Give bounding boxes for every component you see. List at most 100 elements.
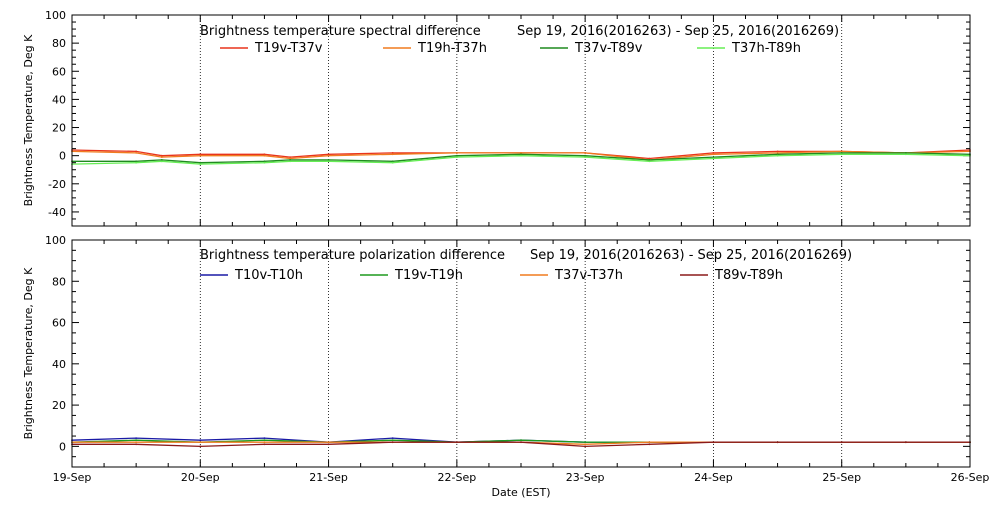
panel-2-data-point: [905, 441, 907, 444]
panel-2-data-point: [776, 441, 779, 444]
panel-2-x-tick-label: 23-Sep: [566, 471, 605, 484]
panel-1-data-point: [289, 159, 291, 161]
panel-1-data-point: [327, 159, 330, 161]
panel-1-data-point: [263, 154, 266, 157]
panel-1-y-tick-label: 40: [52, 93, 66, 106]
panel-1-data-point: [199, 154, 202, 157]
panel-1-y-tick-label: -40: [48, 206, 66, 219]
panel-1-data-point: [584, 154, 586, 157]
panel-1-data-point: [391, 152, 394, 154]
panel-1-data-point: [135, 152, 138, 154]
panel-1-y-tick-label: 80: [52, 37, 66, 50]
panel-2-x-axis-title: Date (EST): [491, 486, 550, 499]
panel-1-data-point: [712, 153, 715, 156]
panel-2-y-axis-title: Brightness Temperature, Deg K: [22, 267, 35, 439]
panel-1-y-tick-label: -20: [48, 178, 66, 191]
panel-1-data-point: [840, 153, 843, 156]
panel-1-data-point: [776, 153, 779, 156]
panel-2-data-point: [263, 441, 266, 444]
panel-1-data-point: [776, 154, 779, 157]
panel-1-title: Brightness temperature spectral differen…: [200, 24, 481, 39]
panel-1-data-point: [289, 157, 291, 160]
panel-2-y-tick-label: 60: [52, 317, 66, 330]
panel-2-y-tick-label: 20: [52, 399, 66, 412]
panel-2-data-point: [327, 443, 330, 446]
panel-1-legend-label: T37h-T89h: [731, 41, 801, 56]
panel-1-data-point: [135, 160, 138, 163]
panel-1-data-point: [840, 150, 843, 153]
panel-1-data-point: [199, 153, 202, 156]
panel-2-data-point: [584, 445, 586, 448]
panel-1-data-point: [520, 153, 522, 156]
panel-1-data-point: [160, 154, 163, 157]
panel-1-legend-label: T19h-T37h: [417, 41, 487, 56]
panel-1-y-tick-label: 100: [45, 9, 66, 22]
panel-1-data-point: [648, 159, 651, 161]
panel-2-data-point: [135, 441, 138, 444]
panel-2-y-tick-label: 40: [52, 358, 66, 371]
panel-1-legend-label: T37v-T89v: [574, 41, 643, 56]
panel-2-data-point: [391, 437, 394, 439]
panel-1-y-axis-title: Brightness Temperature, Deg K: [22, 34, 35, 206]
panel-1-y-tick-label: 60: [52, 65, 66, 78]
panel-2-x-tick-label: 21-Sep: [309, 471, 348, 484]
panel-2-x-tick-label: 24-Sep: [694, 471, 733, 484]
panel-1-data-point: [160, 159, 163, 161]
panel-1-data-point: [160, 156, 163, 159]
panel-1-y-tick-label: 0: [59, 150, 66, 163]
panel-2-data-point: [520, 439, 522, 442]
panel-2-y-tick-label: 0: [59, 440, 66, 453]
panel-2-data-point: [520, 441, 522, 444]
panel-2-x-tick-label: 22-Sep: [438, 471, 477, 484]
panel-2-x-tick-label: 20-Sep: [181, 471, 220, 484]
panel-2-legend-label: T19v-T19h: [394, 268, 463, 283]
panel-2-data-point: [456, 441, 458, 444]
panel-1-data-point: [840, 152, 843, 154]
panel-2-data-point: [199, 445, 202, 448]
panel-1-data-point: [584, 152, 586, 154]
panel-1-data-point: [327, 154, 330, 157]
panel-2-plot-frame: [71, 239, 971, 468]
panel-1-data-point: [456, 154, 458, 157]
panel-1-data-point: [456, 152, 458, 154]
panel-1-data-point: [648, 157, 651, 160]
panel-1-data-point: [289, 160, 291, 163]
panel-2-data-point: [199, 439, 202, 442]
panel-2-data-point: [391, 441, 394, 444]
panel-2-y-tick-label: 100: [45, 234, 66, 247]
panel-1-data-point: [263, 153, 266, 156]
panel-1-legend-label: T19v-T37v: [254, 41, 323, 56]
panel-2-legend-label: T37v-T37h: [554, 268, 623, 283]
panel-2-data-point: [391, 439, 394, 442]
panel-1-data-point: [712, 157, 715, 160]
panel-2-legend-label: T10v-T10h: [234, 268, 303, 283]
panel-1-data-point: [584, 156, 586, 159]
panel-1-data-point: [520, 152, 522, 154]
panel-2-title: Brightness temperature polarization diff…: [200, 248, 505, 263]
panel-2-y-tick-label: 80: [52, 275, 66, 288]
panel-2-data-point: [840, 441, 843, 444]
panel-1-data-point: [199, 161, 202, 164]
panel-2-data-point: [135, 439, 138, 442]
panel-1-data-point: [391, 153, 394, 156]
panel-2-date-range: Sep 19, 2016(2016263) - Sep 25, 2016(201…: [530, 248, 852, 263]
panel-1-data-point: [776, 150, 779, 153]
panel-2-legend-label: T89v-T89h: [714, 268, 783, 283]
panel-2-data-point: [584, 443, 586, 446]
panel-2-data-point: [263, 439, 266, 442]
panel-1-data-point: [456, 156, 458, 159]
panel-2-data-point: [648, 443, 651, 446]
panel-1-data-point: [135, 161, 138, 164]
panel-1-data-point: [160, 160, 163, 163]
panel-1-data-point: [712, 152, 715, 154]
panel-1-data-point: [391, 160, 394, 163]
panel-2-data-point: [712, 441, 715, 444]
panel-2-data-point: [263, 437, 266, 439]
panel-2-data-point: [584, 441, 586, 444]
panel-1-data-point: [327, 153, 330, 156]
panel-1-data-point: [520, 154, 522, 157]
panel-1-data-point: [289, 156, 291, 159]
panel-2-data-point: [199, 441, 202, 444]
